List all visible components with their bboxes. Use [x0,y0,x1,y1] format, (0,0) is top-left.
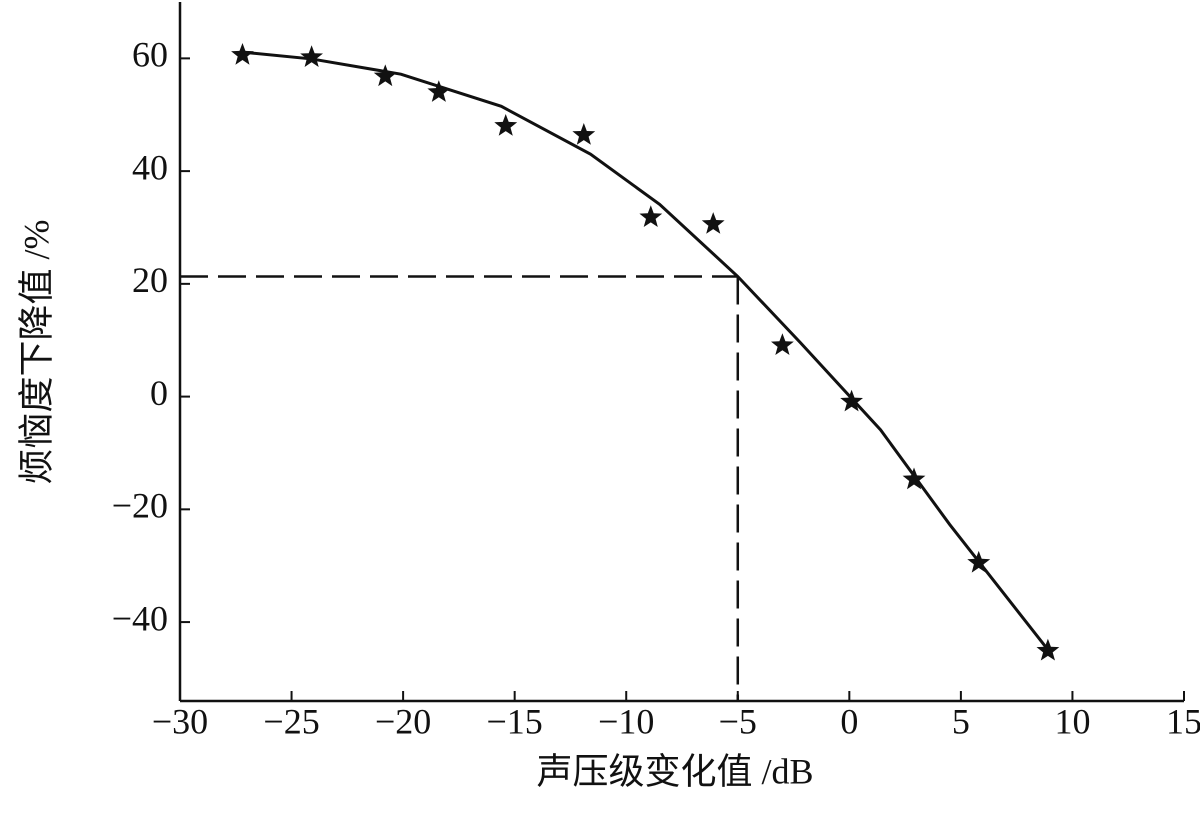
data-point [701,212,725,234]
y-tick-label: 60 [132,35,168,75]
x-tick-label: 5 [952,701,970,741]
data-point [572,123,596,145]
y-tick-label: −40 [112,598,168,638]
x-tick-label: −5 [719,701,757,741]
data-point [373,64,397,87]
y-tick-label: −20 [112,486,168,526]
fit-line [242,50,1050,651]
data-point [639,205,663,227]
data-point [300,45,323,67]
data-point [967,550,991,573]
x-tick-label: 0 [840,701,858,741]
y-tick-label: 40 [132,147,168,187]
x-tick-label: 10 [1054,701,1090,741]
x-tick-label: 15 [1166,701,1200,741]
x-tick-label: −20 [375,701,431,741]
data-point [427,80,451,102]
x-axis-label: 声压级变化值 /dB [536,751,813,791]
x-tick-label: −25 [263,701,319,741]
data-point [1036,638,1060,661]
x-tick-label: −15 [487,701,543,741]
data-point [902,467,926,490]
data-point [840,389,863,412]
data-point [494,114,518,136]
x-tick-label: −30 [152,701,208,741]
y-tick-label: 20 [132,260,168,300]
y-tick-label: 0 [150,373,168,413]
y-axis-label: 烦恼度下降值 /% [16,220,56,485]
x-tick-label: −10 [598,701,654,741]
data-point [231,43,254,65]
data-point [771,333,794,355]
